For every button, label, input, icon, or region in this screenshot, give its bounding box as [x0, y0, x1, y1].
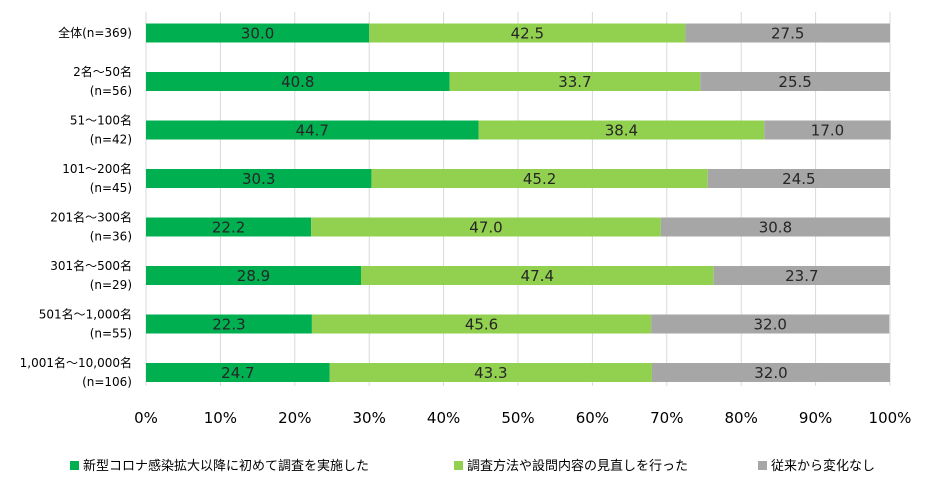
bar-segment	[329, 363, 652, 382]
bar-segment	[146, 266, 362, 285]
data-label: 47.4	[521, 267, 554, 285]
data-label: 24.5	[782, 170, 815, 188]
x-tick-label: 0%	[134, 409, 158, 427]
bar-segment	[700, 72, 890, 91]
category-label: 51～100名 (n=42)	[70, 113, 132, 147]
legend: 新型コロナ感染拡大以降に初めて調査を実施した 調査方法や設問内容の見直しを行った 従…	[70, 458, 875, 474]
bar-segment	[146, 120, 479, 140]
bar-segment	[146, 72, 450, 91]
data-label: 22.2	[212, 219, 245, 237]
category-label-line: (n=106)	[82, 375, 132, 389]
x-tick-label: 30%	[353, 409, 386, 427]
category-label: 1,001名～10,000名 (n=106)	[20, 355, 132, 389]
bar-segment	[361, 266, 714, 285]
x-tick-label: 100%	[869, 409, 912, 427]
category-label-line: 201名～300名	[50, 210, 132, 225]
data-label: 30.3	[242, 170, 275, 188]
category-label-line: (n=55)	[90, 327, 132, 341]
bar-segment	[146, 314, 312, 334]
category-label-line: (n=29)	[90, 278, 132, 292]
data-label: 32.0	[754, 316, 787, 334]
category-labels: 全体(n=369) 2名～50名 (n=56) 51～100名 (n=42) 101～20…	[20, 25, 132, 389]
data-label: 45.6	[465, 316, 498, 334]
category-label-line: (n=56)	[90, 84, 132, 98]
legend-swatch	[454, 461, 463, 470]
data-label: 38.4	[605, 122, 638, 140]
category-label-line: 2名～50名	[73, 64, 132, 79]
data-label: 33.7	[558, 73, 591, 91]
category-label-line: (n=42)	[90, 133, 132, 147]
category-label: 101～200名 (n=45)	[62, 161, 132, 195]
bar-segment	[311, 314, 652, 334]
data-label: 27.5	[771, 25, 804, 43]
legend-label: 新型コロナ感染拡大以降に初めて調査を実施した	[83, 458, 369, 474]
x-tick-label: 20%	[278, 409, 311, 427]
category-label: 501名～1,000名 (n=55)	[39, 307, 132, 341]
legend-label: 従来から変化なし	[771, 458, 875, 474]
category-label-line: 1,001名～10,000名	[20, 355, 132, 370]
data-label: 43.3	[474, 364, 507, 382]
bar-segment	[707, 169, 890, 188]
bar-segment	[651, 314, 890, 334]
legend-swatch	[758, 461, 767, 470]
category-label-line: 101～200名	[62, 161, 132, 176]
legend-swatch	[70, 461, 79, 470]
category-label-line: 501名～1,000名	[39, 307, 132, 322]
category-label: 201名～300名 (n=36)	[50, 210, 132, 244]
category-label-line: 51～100名	[70, 113, 132, 128]
bar-segment	[146, 363, 330, 382]
bar-segment	[369, 23, 686, 43]
data-label: 17.0	[811, 122, 844, 140]
bar-segment	[371, 169, 708, 188]
category-label: 全体(n=369)	[58, 25, 132, 40]
x-tick-labels: 0% 10% 20% 30% 40% 50% 60% 70% 80% 90% 100%	[134, 409, 911, 427]
data-label: 32.0	[754, 364, 787, 382]
data-label: 45.2	[523, 170, 556, 188]
x-tick-label: 10%	[204, 409, 237, 427]
category-label-line: 301名～500名	[50, 258, 132, 273]
data-label: 40.8	[281, 73, 314, 91]
bar-segment	[449, 72, 701, 91]
bars	[146, 23, 891, 382]
bar-segment	[764, 120, 891, 140]
data-label: 30.0	[241, 25, 274, 43]
category-label: 2名～50名 (n=56)	[73, 64, 132, 98]
bar-segment	[685, 23, 890, 43]
bar-segment	[651, 363, 890, 382]
data-label: 42.5	[511, 25, 544, 43]
data-label: 24.7	[221, 364, 254, 382]
x-tick-label: 90%	[799, 409, 832, 427]
bar-segment	[713, 266, 890, 285]
bar-segment	[311, 217, 661, 237]
legend-label: 調査方法や設問内容の見直しを行った	[467, 458, 688, 474]
bar-segment	[478, 120, 765, 140]
bar-segment	[146, 169, 372, 188]
data-label: 22.3	[212, 316, 245, 334]
x-tick-label: 80%	[725, 409, 758, 427]
data-label: 30.8	[759, 219, 792, 237]
bar-segment	[146, 23, 370, 43]
x-tick-label: 50%	[501, 409, 534, 427]
x-tick-label: 40%	[427, 409, 460, 427]
bar-segment	[660, 217, 890, 237]
data-label: 44.7	[296, 122, 329, 140]
value-labels: 30.0 42.5 27.5 40.8 33.7 25.5 44.7 38.4 17.0 30.3…	[212, 25, 844, 383]
category-label-line: (n=36)	[90, 230, 132, 244]
bar-segment	[146, 217, 312, 237]
x-tick-label: 70%	[650, 409, 683, 427]
data-label: 47.0	[469, 219, 502, 237]
data-label: 28.9	[237, 267, 270, 285]
category-label-line: (n=45)	[90, 181, 132, 195]
category-label-line: 全体(n=369)	[58, 25, 132, 40]
data-label: 23.7	[785, 267, 818, 285]
data-label: 25.5	[778, 73, 811, 91]
category-label: 301名～500名 (n=29)	[50, 258, 132, 292]
x-tick-label: 60%	[576, 409, 609, 427]
